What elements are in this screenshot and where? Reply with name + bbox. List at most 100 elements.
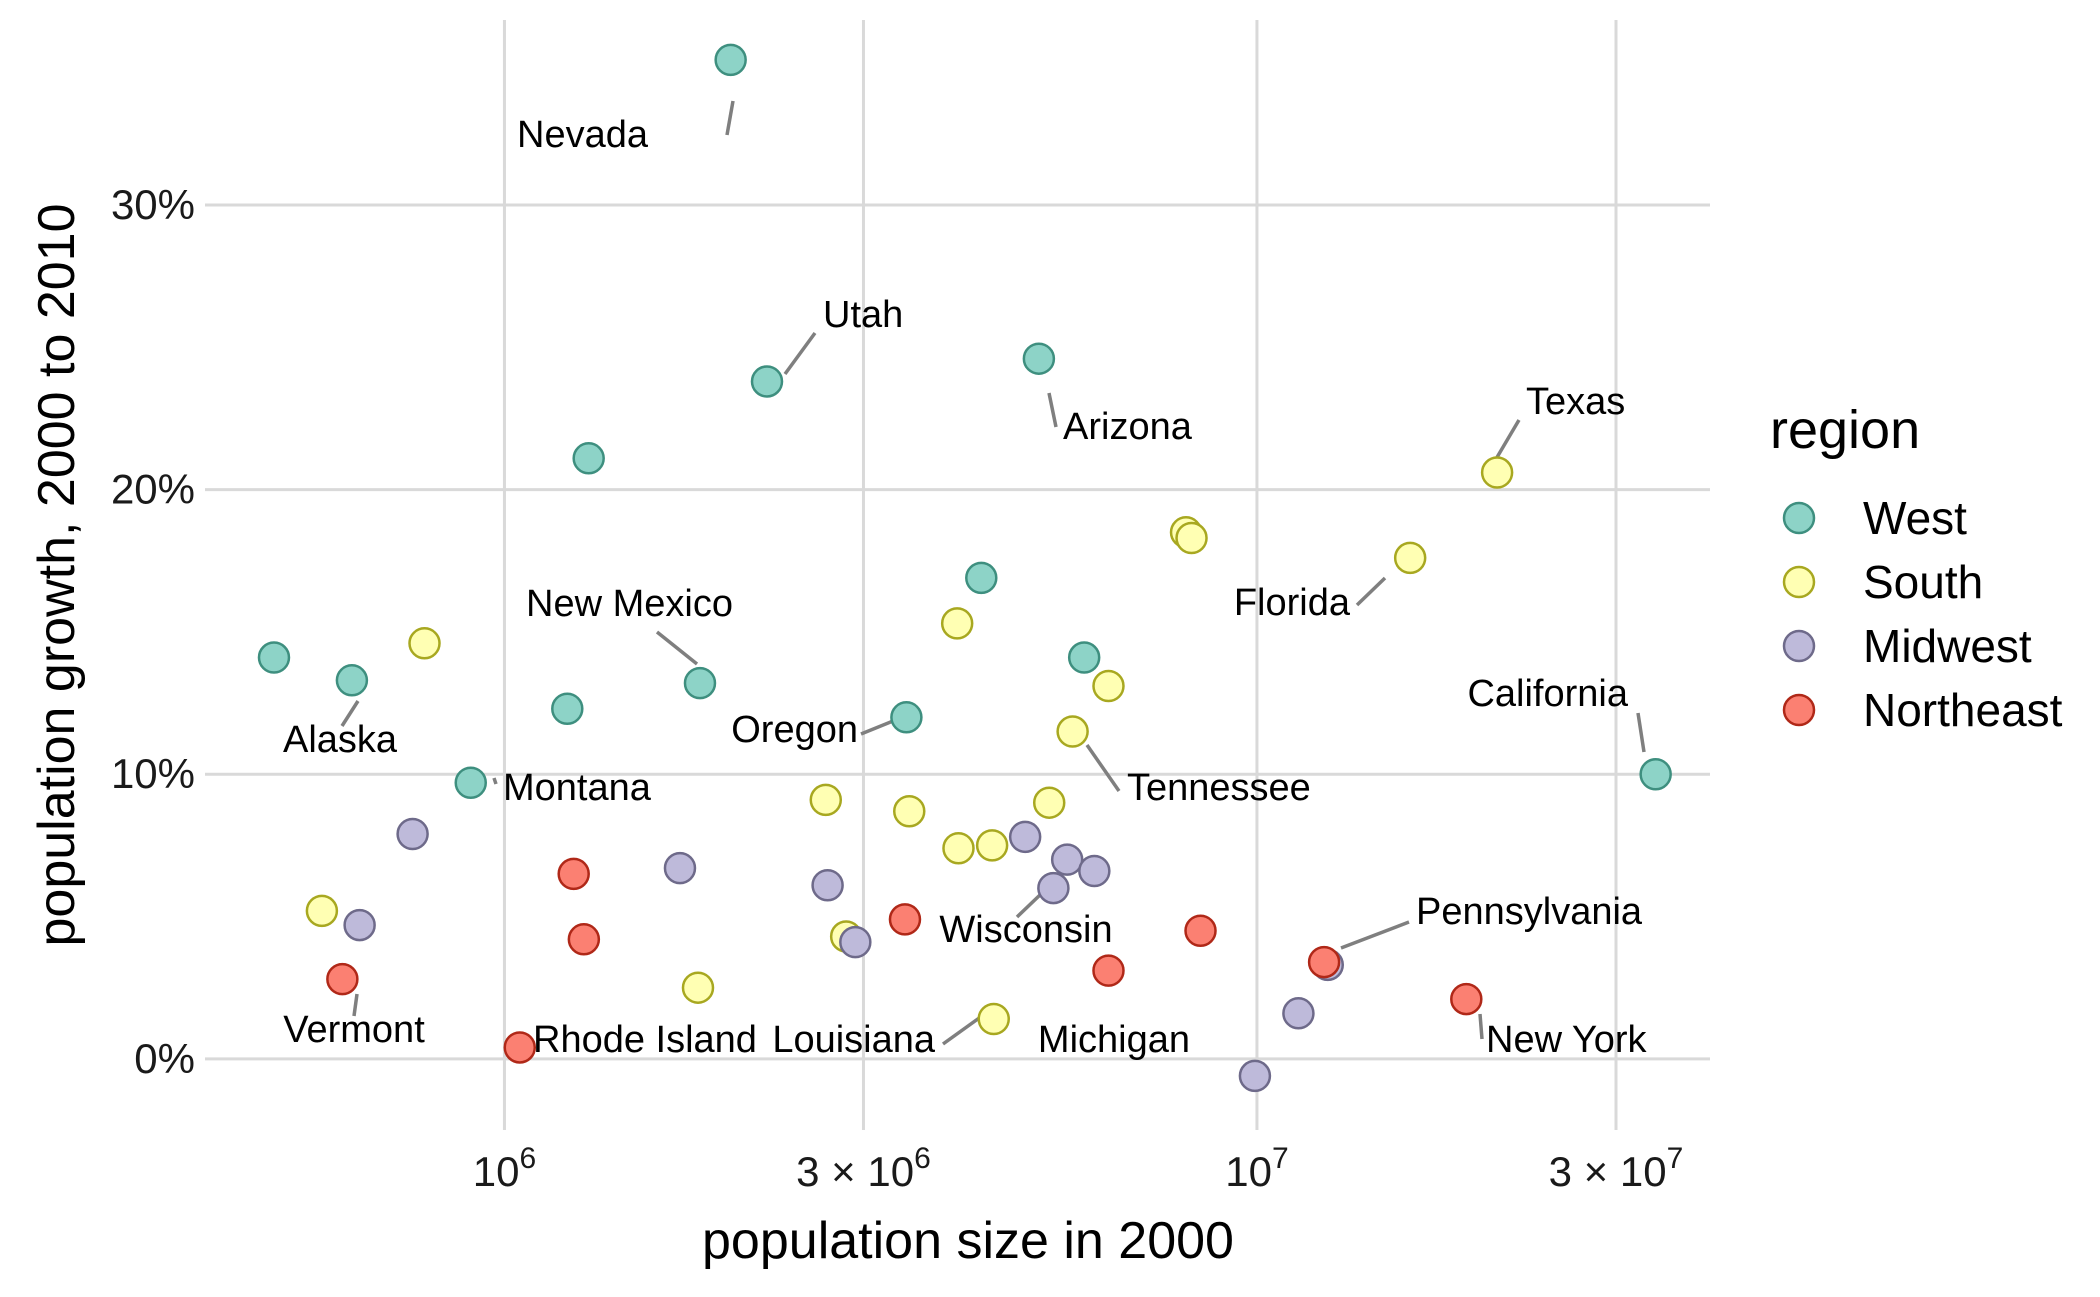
x-tick-exponent: 7	[1272, 1142, 1289, 1175]
x-tick-mantissa: 10	[473, 1148, 520, 1195]
data-point-northeast	[503, 1031, 537, 1064]
data-point-west	[335, 664, 369, 697]
data-points	[257, 43, 1672, 1093]
data-point-midwest	[1282, 997, 1315, 1030]
data-point-west	[714, 43, 747, 77]
state-label: New Mexico	[526, 583, 733, 625]
leader-line	[1340, 920, 1410, 950]
leader-line	[1636, 712, 1646, 753]
leader-line	[941, 1014, 984, 1046]
legend-title: region	[1770, 400, 1920, 460]
leader-line	[492, 777, 498, 785]
data-point-south	[305, 894, 339, 928]
data-point-northeast	[567, 923, 601, 956]
state-label: Nevada	[517, 114, 649, 156]
x-tick-mantissa: 3 × 10	[796, 1148, 914, 1195]
data-point-west	[683, 666, 717, 700]
state-label: New York	[1486, 1019, 1648, 1061]
legend-label-northeast: Northeast	[1863, 684, 2063, 736]
x-axis-title: population size in 2000	[702, 1212, 1234, 1270]
legend-key-northeast	[1782, 693, 1816, 727]
data-point-northeast	[888, 903, 922, 936]
leader-line	[340, 700, 360, 727]
grid-lines	[205, 20, 1710, 1130]
data-point-midwest	[1238, 1059, 1272, 1093]
x-tick-label: 107	[1225, 1142, 1288, 1195]
leader-line	[1047, 392, 1058, 428]
data-point-south	[975, 829, 1009, 862]
x-tick-exponent: 6	[914, 1142, 931, 1175]
data-point-midwest	[396, 817, 429, 851]
data-point-midwest	[343, 908, 376, 942]
data-point-south	[681, 971, 715, 1004]
leader-line	[1494, 419, 1521, 460]
state-label: California	[1467, 673, 1628, 715]
state-label: Florida	[1234, 582, 1351, 624]
data-point-northeast	[1307, 945, 1341, 979]
data-point-midwest	[1037, 871, 1070, 905]
x-tick-mantissa: 10	[1225, 1148, 1272, 1195]
data-point-midwest	[811, 868, 844, 902]
data-point-northeast	[1184, 914, 1217, 948]
label-leader-lines	[340, 100, 1646, 1046]
data-point-west	[750, 365, 784, 398]
x-tick-label: 106	[473, 1142, 536, 1195]
leader-line	[352, 993, 359, 1017]
state-label: Utah	[823, 294, 903, 336]
leader-line	[1478, 1013, 1484, 1040]
data-point-midwest	[663, 851, 697, 885]
legend-label-west: West	[1863, 492, 1967, 544]
leader-line	[783, 331, 817, 376]
y-axis-ticks: 0% 10% 20% 30%	[111, 181, 195, 1082]
data-point-west	[1022, 342, 1056, 375]
data-point-south	[1393, 541, 1427, 575]
leader-line	[655, 630, 699, 666]
state-label: Arizona	[1063, 406, 1193, 448]
data-point-south	[809, 783, 843, 817]
state-label: Pennsylvania	[1416, 891, 1643, 933]
data-point-south	[893, 794, 926, 828]
legend: region West South Midwest Northeast	[1770, 400, 2063, 736]
data-point-west	[1067, 641, 1101, 674]
data-point-west	[551, 692, 584, 726]
state-label: Wisconsin	[939, 909, 1112, 951]
x-tick-exponent: 6	[519, 1142, 536, 1175]
x-tick-mantissa: 3 × 10	[1549, 1148, 1667, 1195]
data-point-west	[965, 561, 998, 595]
data-point-south	[977, 1002, 1010, 1036]
x-tick-label: 3 × 107	[1549, 1142, 1684, 1195]
y-tick-label: 0%	[134, 1035, 195, 1082]
y-axis-title: population growth, 2000 to 2010	[28, 203, 86, 946]
x-tick-label: 3 × 106	[796, 1142, 931, 1195]
state-label: Montana	[503, 767, 652, 809]
state-label: Louisiana	[772, 1019, 936, 1061]
state-label: Oregon	[731, 709, 858, 751]
leader-line	[1085, 744, 1121, 792]
state-label: Vermont	[283, 1009, 425, 1051]
data-point-west	[890, 701, 923, 734]
legend-key-midwest	[1782, 629, 1816, 663]
leader-line	[860, 719, 894, 736]
state-labels: Nevada Utah Arizona Oregon New Mexico Montana…	[283, 114, 1648, 1061]
leader-line	[1015, 892, 1043, 919]
data-point-south	[1092, 669, 1125, 703]
legend-items: West South Midwest Northeast	[1782, 492, 2063, 736]
data-point-northeast	[326, 962, 359, 996]
data-point-south	[1480, 456, 1514, 489]
state-label: Rhode Island	[533, 1019, 757, 1061]
legend-label-south: South	[1863, 556, 1983, 608]
y-tick-label: 30%	[111, 181, 195, 228]
data-point-south	[942, 831, 975, 865]
data-point-midwest	[839, 925, 872, 959]
data-point-south	[940, 607, 974, 640]
y-tick-label: 20%	[111, 466, 195, 513]
data-point-west	[257, 641, 291, 674]
state-label: Texas	[1526, 381, 1625, 423]
data-point-south	[1056, 715, 1089, 748]
state-label: Tennessee	[1127, 767, 1311, 809]
legend-key-west	[1782, 501, 1816, 535]
x-axis-ticks: 106 3 × 106 107 3 × 107	[473, 1142, 1684, 1195]
data-point-west	[572, 442, 605, 475]
leader-line	[725, 100, 735, 136]
